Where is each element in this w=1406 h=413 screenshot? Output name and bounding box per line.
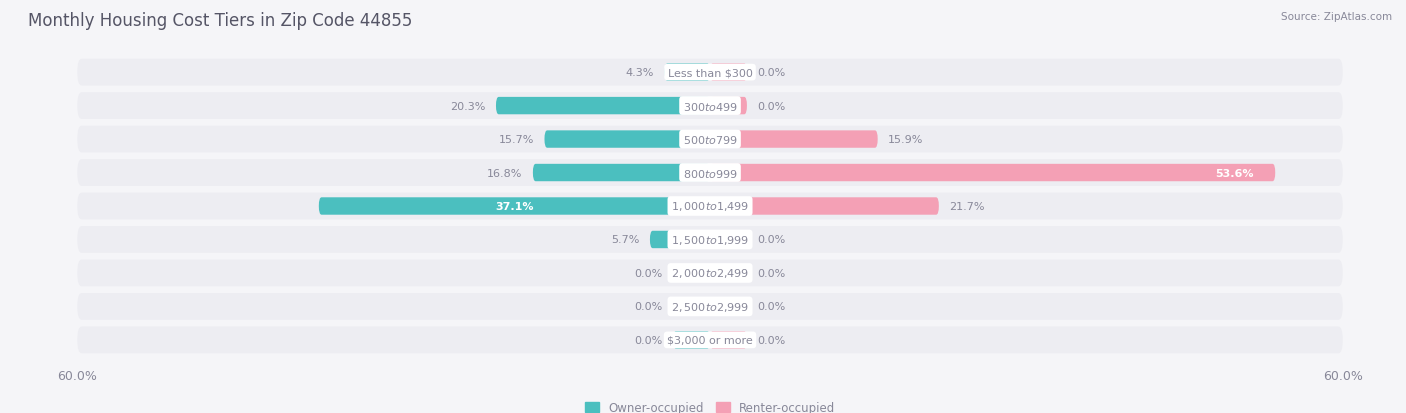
Text: 5.7%: 5.7%: [612, 235, 640, 245]
Text: $300 to $499: $300 to $499: [682, 100, 738, 112]
FancyBboxPatch shape: [710, 198, 939, 215]
Text: $1,000 to $1,499: $1,000 to $1,499: [671, 200, 749, 213]
Text: $500 to $799: $500 to $799: [682, 134, 738, 146]
FancyBboxPatch shape: [496, 97, 710, 115]
Text: 4.3%: 4.3%: [626, 68, 654, 78]
FancyBboxPatch shape: [710, 231, 747, 249]
Text: 37.1%: 37.1%: [495, 202, 534, 211]
FancyBboxPatch shape: [77, 260, 1343, 287]
Legend: Owner-occupied, Renter-occupied: Owner-occupied, Renter-occupied: [585, 401, 835, 413]
FancyBboxPatch shape: [77, 327, 1343, 354]
FancyBboxPatch shape: [665, 64, 710, 82]
Text: Monthly Housing Cost Tiers in Zip Code 44855: Monthly Housing Cost Tiers in Zip Code 4…: [28, 12, 412, 30]
FancyBboxPatch shape: [673, 265, 710, 282]
FancyBboxPatch shape: [319, 198, 710, 215]
Text: 0.0%: 0.0%: [758, 301, 786, 312]
Text: 0.0%: 0.0%: [634, 301, 662, 312]
Text: 0.0%: 0.0%: [634, 268, 662, 278]
FancyBboxPatch shape: [77, 193, 1343, 220]
FancyBboxPatch shape: [673, 298, 710, 316]
FancyBboxPatch shape: [77, 227, 1343, 253]
FancyBboxPatch shape: [650, 231, 710, 249]
FancyBboxPatch shape: [710, 131, 877, 148]
Text: 53.6%: 53.6%: [1216, 168, 1254, 178]
FancyBboxPatch shape: [77, 160, 1343, 186]
Text: 16.8%: 16.8%: [486, 168, 523, 178]
FancyBboxPatch shape: [77, 293, 1343, 320]
Text: Less than $300: Less than $300: [668, 68, 752, 78]
FancyBboxPatch shape: [710, 331, 747, 349]
Text: 0.0%: 0.0%: [758, 235, 786, 245]
Text: 0.0%: 0.0%: [758, 268, 786, 278]
FancyBboxPatch shape: [77, 59, 1343, 86]
Text: 15.7%: 15.7%: [499, 135, 534, 145]
Text: 15.9%: 15.9%: [889, 135, 924, 145]
FancyBboxPatch shape: [710, 298, 747, 316]
Text: 0.0%: 0.0%: [758, 335, 786, 345]
FancyBboxPatch shape: [710, 64, 747, 82]
Text: 0.0%: 0.0%: [758, 68, 786, 78]
FancyBboxPatch shape: [77, 93, 1343, 120]
Text: 0.0%: 0.0%: [758, 101, 786, 112]
FancyBboxPatch shape: [77, 126, 1343, 153]
FancyBboxPatch shape: [710, 265, 747, 282]
Text: 20.3%: 20.3%: [450, 101, 485, 112]
Text: $1,500 to $1,999: $1,500 to $1,999: [671, 233, 749, 247]
Text: 21.7%: 21.7%: [949, 202, 984, 211]
FancyBboxPatch shape: [544, 131, 710, 148]
FancyBboxPatch shape: [533, 164, 710, 182]
Text: $800 to $999: $800 to $999: [682, 167, 738, 179]
FancyBboxPatch shape: [710, 164, 1275, 182]
Text: $3,000 or more: $3,000 or more: [668, 335, 752, 345]
Text: $2,500 to $2,999: $2,500 to $2,999: [671, 300, 749, 313]
Text: $2,000 to $2,499: $2,000 to $2,499: [671, 267, 749, 280]
FancyBboxPatch shape: [673, 331, 710, 349]
Text: 0.0%: 0.0%: [634, 335, 662, 345]
FancyBboxPatch shape: [710, 97, 747, 115]
Text: Source: ZipAtlas.com: Source: ZipAtlas.com: [1281, 12, 1392, 22]
